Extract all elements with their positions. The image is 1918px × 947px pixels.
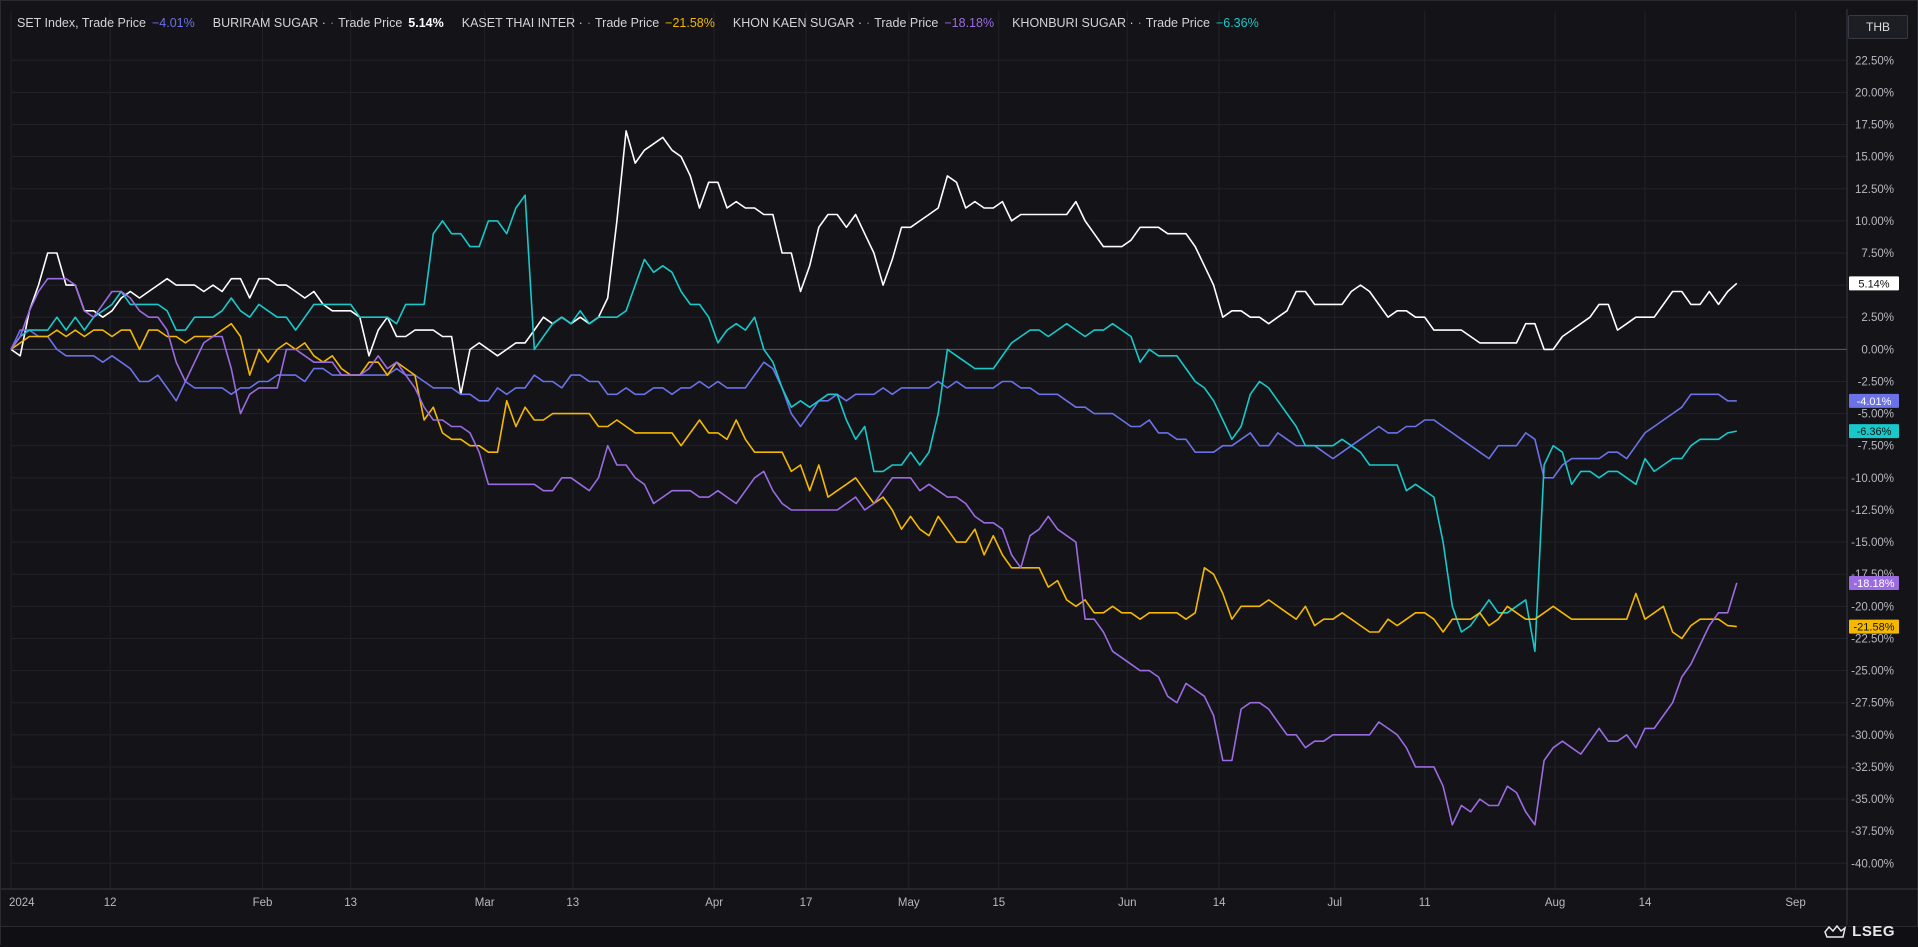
end-value-tag: -6.36% <box>1849 424 1899 439</box>
y-tick-label: -7.50% <box>1858 441 1894 453</box>
y-tick-label: -32.50% <box>1851 762 1894 774</box>
y-tick-label: -35.00% <box>1851 794 1894 806</box>
legend-price-label: Trade Price <box>874 16 939 30</box>
y-tick-label: -22.50% <box>1851 633 1894 645</box>
y-tick-label: -30.00% <box>1851 730 1894 742</box>
brand-logo: LSEG <box>1824 923 1895 940</box>
legend-series-name: KHON KAEN SUGAR · <box>732 16 863 30</box>
y-tick-label: -27.50% <box>1851 698 1894 710</box>
legend-separator: · <box>1137 16 1142 30</box>
legend-series-name: BURIRAM SUGAR · <box>212 16 326 30</box>
y-tick-label: -20.00% <box>1851 601 1894 613</box>
end-value-tag-bg <box>1849 619 1899 634</box>
legend-separator: · <box>329 16 335 30</box>
legend-series-name: KHONBURI SUGAR · <box>1012 16 1134 30</box>
y-tick-label: 2.50% <box>1861 312 1894 324</box>
y-tick-label: 15.00% <box>1855 152 1894 164</box>
y-tick-label: -2.50% <box>1858 376 1894 388</box>
legend-item-khonburi-sugar[interactable]: KHONBURI SUGAR · · Trade Price −6.36% <box>1012 16 1259 30</box>
x-tick-label: 13 <box>344 897 357 909</box>
x-axis-ticks: 2024 12 Feb 13 Mar 13 Apr 17 May 15 Jun 14 Jul 11 Aug 1… <box>9 897 1806 909</box>
y-tick-label: -37.50% <box>1851 826 1894 838</box>
x-tick-label: 2024 <box>9 897 35 909</box>
y-tick-label: -10.00% <box>1851 473 1894 485</box>
brand-name: LSEG <box>1852 923 1895 940</box>
x-tick-label: 12 <box>104 897 117 909</box>
end-value-tag-bg <box>1849 575 1899 590</box>
legend-series-change: 5.14% <box>408 16 444 30</box>
legend-series-change: −21.58% <box>665 16 715 30</box>
y-tick-label: -5.00% <box>1858 409 1894 421</box>
legend-item-buriram-sugar[interactable]: BURIRAM SUGAR · · Trade Price 5.14% <box>213 16 444 30</box>
x-tick-label: 13 <box>566 897 579 909</box>
legend-separator: · <box>866 16 871 30</box>
x-tick-label: Jul <box>1327 897 1342 909</box>
x-tick-label: May <box>898 897 920 909</box>
end-value-tag-bg <box>1849 393 1899 408</box>
y-axis-ticks: 22.50% 20.00% 17.50% 15.00% 12.50% 10.00% 7.50… <box>1851 55 1894 870</box>
y-tick-label: 20.00% <box>1855 87 1894 99</box>
legend-price-label: Trade Price <box>338 16 403 30</box>
x-tick-label: Apr <box>705 897 723 909</box>
end-value-tag-bg <box>1849 424 1899 439</box>
x-tick-label: 17 <box>800 897 813 909</box>
legend-series-change: −18.18% <box>944 16 995 30</box>
legend-item-kaset-thai-inter[interactable]: KASET THAI INTER · · Trade Price −21.58% <box>462 16 715 30</box>
x-tick-label: 15 <box>992 897 1005 909</box>
x-tick-label: 14 <box>1213 897 1226 909</box>
end-value-tag-text: -6.36% <box>1857 426 1892 438</box>
end-value-tag: 5.14% <box>1849 276 1899 291</box>
end-value-tag-bg <box>1849 276 1899 291</box>
series-line <box>10 329 1737 479</box>
end-value-tag-text: -21.58% <box>1854 622 1895 634</box>
series-line <box>10 277 1738 826</box>
x-tick-label: 11 <box>1419 897 1431 909</box>
legend-separator: · <box>586 16 591 30</box>
currency-selector-button[interactable]: THB <box>1848 15 1908 39</box>
x-tick-label: 14 <box>1639 897 1652 909</box>
y-tick-label: 22.50% <box>1855 55 1894 67</box>
legend-price-label: Trade Price <box>595 16 660 30</box>
legend-series-name: KASET THAI INTER · <box>461 16 583 30</box>
end-value-tag: -21.58% <box>1849 619 1899 634</box>
series-lines <box>10 130 1738 826</box>
end-value-tag-text: -18.18% <box>1854 578 1895 590</box>
y-tick-label: 7.50% <box>1861 248 1894 260</box>
y-tick-label: -12.50% <box>1851 505 1894 517</box>
x-tick-label: Feb <box>253 897 273 909</box>
y-tick-label: -15.00% <box>1851 537 1894 549</box>
x-tick-label: Aug <box>1545 897 1565 909</box>
x-tick-label: Jun <box>1118 897 1137 909</box>
x-tick-label: Mar <box>475 897 495 909</box>
legend: SET Index, Trade Price −4.01% BURIRAM SU… <box>17 16 1277 30</box>
y-tick-label: -25.00% <box>1851 666 1894 678</box>
y-tick-label: 10.00% <box>1855 216 1894 228</box>
legend-series-change: −4.01% <box>152 16 195 30</box>
end-value-tag: -18.18% <box>1849 575 1899 590</box>
x-tick-label: Sep <box>1785 897 1805 909</box>
end-value-tag: -4.01% <box>1849 393 1899 408</box>
legend-item-set-index[interactable]: SET Index, Trade Price −4.01% <box>17 16 195 30</box>
legend-item-khon-kaen-sugar[interactable]: KHON KAEN SUGAR · · Trade Price −18.18% <box>733 16 994 30</box>
series-line <box>10 322 1737 640</box>
end-value-tag-text: -4.01% <box>1857 396 1892 408</box>
series-line <box>10 194 1737 653</box>
series-line <box>10 130 1738 396</box>
y-tick-label: -40.00% <box>1851 858 1894 870</box>
brand-mark-icon <box>1824 924 1847 938</box>
y-tick-label: 12.50% <box>1855 184 1894 196</box>
y-tick-label: 17.50% <box>1855 120 1894 132</box>
legend-price-label: Trade Price <box>1145 16 1210 30</box>
end-value-tag-text: 5.14% <box>1858 278 1889 290</box>
legend-series-name: SET Index, Trade Price <box>17 16 146 30</box>
end-value-labels: 5.14% -4.01% -6.36% -18.18% -21.58% <box>1849 276 1899 634</box>
status-bar <box>1 926 1918 947</box>
y-tick-label: 0.00% <box>1861 344 1894 356</box>
legend-series-change: −6.36% <box>1215 16 1259 30</box>
